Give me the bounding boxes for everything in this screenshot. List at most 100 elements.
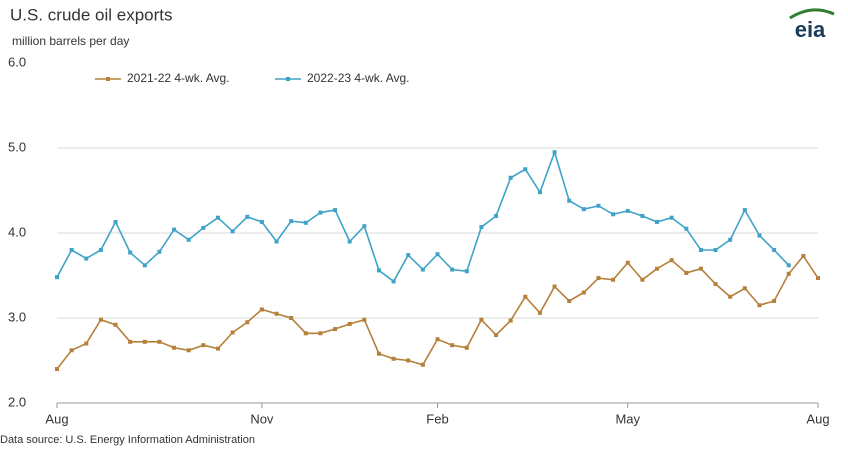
point (289, 316, 294, 320)
legend-marker (286, 77, 290, 81)
logo-text: eia (795, 17, 826, 42)
point (523, 294, 528, 299)
point (655, 266, 660, 271)
point (215, 215, 220, 220)
point (508, 318, 513, 323)
point (698, 248, 703, 252)
point (713, 282, 718, 286)
point (450, 343, 455, 348)
point (640, 214, 645, 218)
x-tick-label: Feb (426, 411, 448, 426)
point (259, 219, 264, 224)
point (713, 248, 718, 252)
legend-label: 2021-22 4-wk. Avg. (127, 71, 230, 85)
point (318, 210, 323, 215)
point (742, 208, 747, 213)
point (98, 248, 103, 252)
point (201, 225, 206, 230)
y-tick-label: 4.0 (8, 224, 26, 239)
point (537, 310, 542, 315)
point (581, 290, 586, 295)
point (362, 317, 367, 322)
point (464, 345, 469, 350)
point (567, 198, 572, 203)
point (625, 260, 630, 265)
point (376, 268, 381, 273)
point (420, 267, 425, 272)
point (537, 190, 542, 195)
point (128, 339, 133, 344)
point (259, 307, 264, 312)
logo-swoosh (789, 8, 835, 20)
point (698, 266, 703, 271)
point (816, 276, 820, 281)
chart-title: U.S. crude oil exports (10, 5, 173, 24)
point (333, 327, 338, 332)
point (128, 250, 133, 255)
point (655, 219, 660, 224)
point (230, 330, 235, 335)
point (274, 239, 279, 244)
point (450, 267, 455, 272)
point (69, 248, 74, 252)
point (728, 294, 733, 299)
point (552, 284, 557, 289)
point (786, 263, 791, 268)
y-tick-label: 3.0 (8, 309, 26, 324)
point (215, 346, 220, 351)
point (494, 214, 499, 218)
point (435, 337, 440, 342)
legend-label: 2022-23 4-wk. Avg. (307, 71, 410, 85)
point (186, 348, 191, 353)
point (669, 258, 674, 263)
point (274, 311, 279, 316)
point (55, 275, 59, 280)
point (406, 253, 411, 258)
point (611, 277, 616, 282)
chart-subtitle: million barrels per day (12, 34, 129, 48)
point (113, 219, 118, 224)
point (303, 331, 308, 336)
point (625, 208, 630, 213)
point (333, 208, 338, 213)
series-line (56, 149, 790, 283)
point (596, 276, 601, 281)
point (552, 150, 557, 155)
point (142, 339, 147, 344)
x-tick-label: Aug (806, 411, 829, 426)
point (69, 348, 74, 353)
point (142, 263, 147, 268)
point (245, 320, 250, 325)
point (464, 269, 469, 274)
point (611, 212, 616, 217)
legend-marker (106, 77, 110, 81)
point (347, 321, 352, 326)
x-tick-label: Aug (45, 411, 68, 426)
point (318, 331, 323, 336)
point (581, 207, 586, 212)
point (157, 339, 162, 344)
point (245, 214, 250, 219)
point (406, 358, 411, 363)
point (391, 279, 396, 284)
point (596, 203, 601, 208)
point (494, 333, 499, 337)
point (523, 167, 528, 172)
point (728, 237, 733, 242)
point (669, 215, 674, 220)
point (435, 252, 440, 257)
x-tick-label: May (615, 411, 640, 426)
series-line (56, 254, 819, 370)
point (172, 345, 177, 350)
point (420, 362, 425, 367)
point (84, 341, 89, 346)
point (684, 270, 689, 275)
point (376, 351, 381, 356)
point (508, 175, 513, 180)
point (391, 356, 396, 361)
point (567, 299, 572, 303)
point (479, 317, 484, 322)
point (640, 277, 645, 282)
y-tick-label: 2.0 (8, 394, 26, 409)
